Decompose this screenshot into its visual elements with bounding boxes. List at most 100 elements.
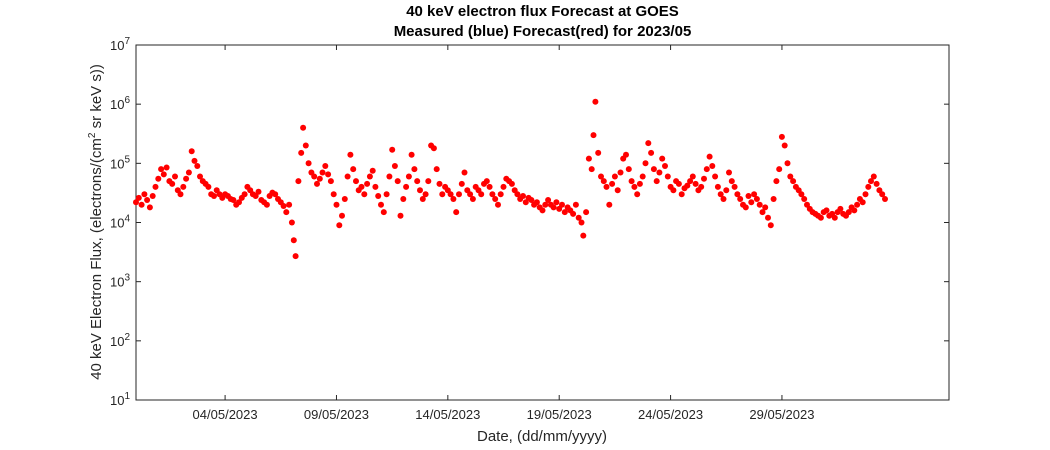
data-point xyxy=(194,163,201,169)
y-tick-exponent: 2 xyxy=(124,332,130,343)
chart-title-block: 40 keV electron flux Forecast at GOES Me… xyxy=(0,2,1050,42)
data-point xyxy=(553,199,560,206)
data-point xyxy=(311,173,318,180)
data-point xyxy=(458,180,465,187)
data-point xyxy=(155,175,162,182)
data-point xyxy=(411,166,418,173)
data-point xyxy=(272,191,279,198)
y-tick-label: 101 xyxy=(110,391,130,408)
data-point xyxy=(712,173,719,180)
data-point xyxy=(817,214,824,221)
data-point xyxy=(450,196,457,202)
data-point xyxy=(659,155,666,162)
data-point xyxy=(592,98,599,105)
data-point xyxy=(378,201,384,208)
data-point xyxy=(430,145,437,152)
x-tick-label: 19/05/2023 xyxy=(527,407,592,422)
data-point xyxy=(765,214,771,221)
y-tick-exponent: 3 xyxy=(124,273,130,284)
data-point xyxy=(770,196,777,202)
data-point xyxy=(868,178,874,185)
data-point xyxy=(590,132,597,139)
data-point xyxy=(865,183,872,190)
y-tick-base: 10 xyxy=(110,393,124,408)
data-point xyxy=(728,178,735,185)
y-tick-exponent: 4 xyxy=(124,214,130,225)
data-point xyxy=(241,191,248,198)
data-point xyxy=(748,199,755,206)
data-point xyxy=(500,183,507,190)
data-point xyxy=(263,201,270,208)
data-point xyxy=(386,173,393,180)
data-point xyxy=(236,199,242,206)
data-point xyxy=(439,191,446,198)
data-point xyxy=(703,166,710,173)
x-axis: 04/05/2023 09/05/2023 14/05/2023 19/05/2023… xyxy=(193,45,814,422)
data-point xyxy=(648,149,655,156)
data-point xyxy=(383,191,390,198)
data-point xyxy=(290,237,297,244)
x-tick-label: 04/05/2023 xyxy=(193,407,258,422)
data-point xyxy=(831,214,838,221)
y-axis-label: 40 keV Electron Flux, (electrons/(cm2 sr… xyxy=(87,64,105,380)
data-point xyxy=(580,232,587,239)
y-axis-label-superscript: 2 xyxy=(87,132,98,138)
data-point xyxy=(188,148,195,155)
data-point xyxy=(634,191,641,198)
data-point xyxy=(138,201,145,208)
data-point xyxy=(366,173,373,180)
data-point xyxy=(570,210,577,217)
data-point xyxy=(185,169,192,176)
data-point xyxy=(636,180,643,187)
data-point xyxy=(508,180,515,187)
data-point xyxy=(701,175,707,182)
x-tick-label: 09/05/2023 xyxy=(304,407,369,422)
data-point xyxy=(790,178,797,185)
data-point xyxy=(578,219,585,226)
data-point xyxy=(851,207,858,214)
data-point xyxy=(845,209,852,216)
data-point xyxy=(709,163,716,169)
plot-area xyxy=(135,44,950,401)
data-point xyxy=(408,151,415,158)
data-point xyxy=(882,196,888,202)
data-point xyxy=(611,173,618,180)
y-tick-base: 10 xyxy=(110,97,124,112)
data-point xyxy=(520,193,526,199)
data-point xyxy=(322,163,329,169)
data-point xyxy=(180,183,187,190)
data-point xyxy=(767,222,774,229)
data-point xyxy=(405,173,412,180)
data-point xyxy=(394,178,401,185)
data-point xyxy=(135,194,142,201)
data-point xyxy=(675,180,682,187)
data-point xyxy=(456,191,462,198)
chart-subtitle: Measured (blue) Forecast(red) for 2023/0… xyxy=(393,23,692,40)
data-point xyxy=(545,197,552,203)
y-tick-label: 104 xyxy=(110,214,130,231)
data-point xyxy=(177,191,184,198)
data-point xyxy=(753,196,760,202)
data-point xyxy=(372,183,379,190)
data-point xyxy=(756,201,763,208)
data-point xyxy=(870,173,877,180)
data-point xyxy=(288,219,295,226)
x-tick-label: 29/05/2023 xyxy=(749,407,814,422)
data-point xyxy=(873,180,880,187)
y-tick-label: 105 xyxy=(110,154,130,171)
data-point xyxy=(486,183,493,190)
data-point xyxy=(330,191,337,198)
y-tick-exponent: 1 xyxy=(124,391,130,402)
data-point xyxy=(158,166,165,173)
data-point xyxy=(773,178,780,185)
data-point xyxy=(684,182,691,189)
data-point xyxy=(230,197,237,203)
data-point xyxy=(762,204,769,211)
data-point xyxy=(642,160,649,167)
data-point xyxy=(778,133,785,140)
data-point xyxy=(364,180,371,187)
data-point xyxy=(617,169,624,176)
data-point xyxy=(358,183,365,190)
data-point xyxy=(598,173,604,180)
data-point xyxy=(726,169,732,176)
